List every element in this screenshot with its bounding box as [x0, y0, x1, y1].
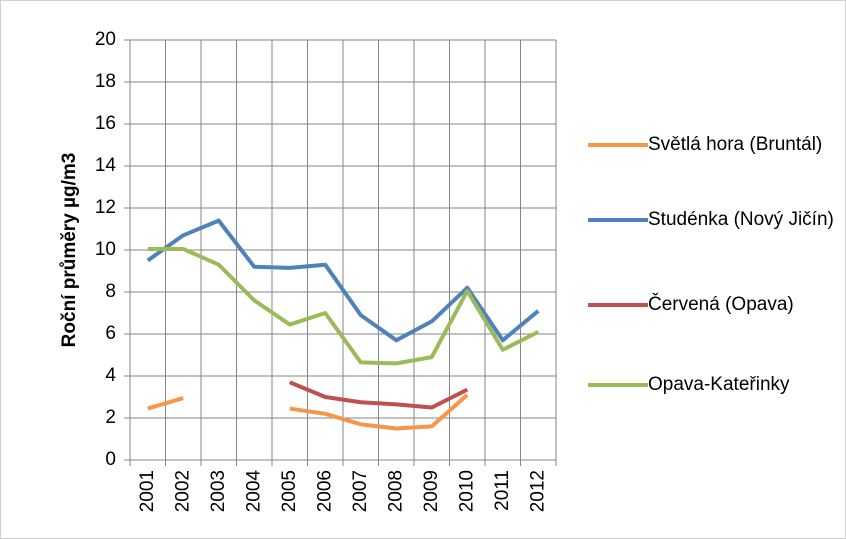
legend-label: Opava-Kateřinky	[648, 374, 790, 395]
x-tick-label: 2006	[314, 470, 335, 512]
x-tick-label: 2010	[456, 470, 477, 512]
x-tick-label: 2003	[208, 470, 229, 512]
x-tick-label: 2011	[492, 470, 513, 511]
x-tick-label: 2012	[527, 470, 548, 512]
x-tick-label: 2004	[243, 470, 264, 513]
legend-label: Světlá hora (Bruntál)	[648, 134, 823, 155]
series-line	[146, 218, 540, 343]
x-tick-label: 2005	[279, 470, 300, 512]
x-tick-label: 2009	[421, 470, 442, 512]
y-tick-label: 4	[105, 365, 116, 386]
series-line	[147, 393, 469, 431]
y-tick-label: 16	[95, 113, 116, 134]
series-line	[288, 380, 469, 410]
x-tick-label: 2001	[137, 470, 158, 512]
y-tick-label: 18	[95, 71, 116, 92]
x-tick-label: 2008	[385, 470, 406, 512]
x-tick-label: 2007	[350, 470, 371, 512]
y-tick-label: 8	[105, 281, 116, 302]
legend-label: Červená (Opava)	[648, 294, 794, 315]
y-tick-label: 0	[105, 449, 116, 470]
y-tick-label: 6	[105, 323, 116, 344]
legend-label: Studénka (Nový Jičín)	[648, 209, 834, 230]
x-tick-label: 2002	[172, 470, 193, 512]
series-line	[147, 246, 540, 366]
y-tick-label: 14	[95, 155, 117, 176]
y-axis-label: Roční průměry µg/m3	[59, 153, 80, 348]
y-tick-label: 10	[95, 239, 116, 260]
y-tick-label: 20	[95, 29, 116, 50]
y-tick-label: 12	[95, 197, 116, 218]
y-tick-label: 2	[105, 407, 116, 428]
